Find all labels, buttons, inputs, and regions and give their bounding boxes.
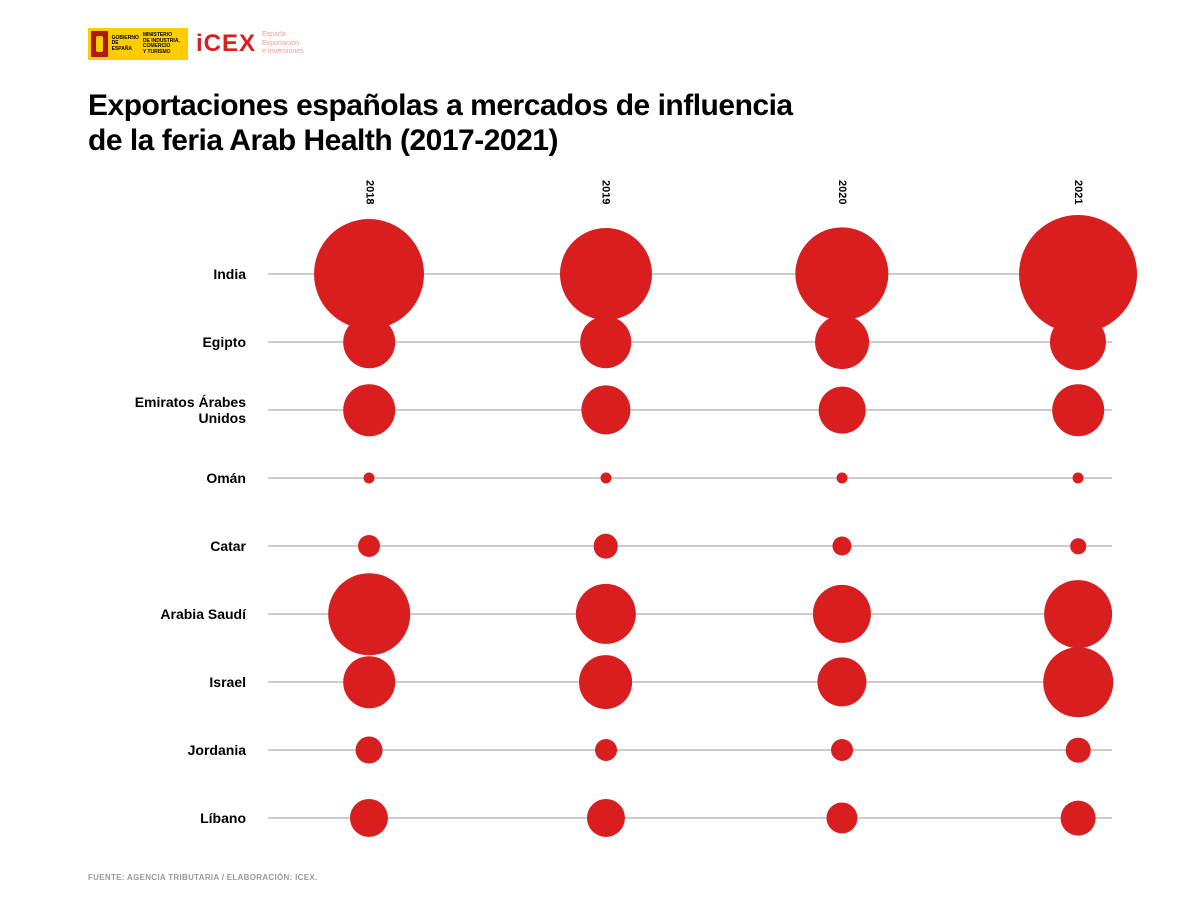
data-bubble: [815, 315, 869, 369]
title-line-2: de la feria Arab Health (2017-2021): [88, 124, 558, 157]
icex-mark: iCEX: [196, 30, 256, 58]
row-gridline: [268, 546, 1112, 547]
country-label: Líbano: [88, 810, 258, 826]
data-bubble: [600, 473, 611, 484]
data-bubble: [795, 227, 888, 320]
data-bubble: [1044, 580, 1112, 648]
country-label: Omán: [88, 470, 258, 486]
data-bubble: [832, 536, 851, 555]
country-row: Emiratos Árabes Unidos: [88, 376, 1112, 444]
data-bubble: [575, 584, 635, 644]
data-bubble: [328, 573, 410, 655]
data-bubble: [593, 534, 618, 559]
data-bubble: [343, 316, 395, 368]
data-bubble: [580, 316, 632, 368]
country-row: Líbano: [88, 784, 1112, 852]
data-bubble: [560, 228, 652, 320]
row-gridline: [268, 478, 1112, 479]
gov-line: Y TURISMO: [143, 49, 171, 55]
data-bubble: [1061, 801, 1096, 836]
country-row: Catar: [88, 512, 1112, 580]
data-bubble: [1043, 647, 1113, 717]
gov-line: DE ESPAÑA: [112, 40, 132, 52]
chart-rows: India Egipto Emiratos Árabes Unidos Omán Cat…: [88, 240, 1112, 852]
data-bubble: [836, 473, 847, 484]
data-bubble: [831, 739, 853, 761]
year-label: 2019: [600, 180, 612, 204]
country-row: India: [88, 240, 1112, 308]
data-bubble: [1052, 384, 1104, 436]
data-bubble: [343, 384, 395, 436]
country-label: India: [88, 266, 258, 282]
icex-sub-line: España: [262, 31, 286, 38]
data-bubble: [1073, 473, 1084, 484]
data-bubble: [350, 799, 388, 837]
country-row: Jordania: [88, 716, 1112, 784]
row-gridline: [268, 750, 1112, 751]
year-label: 2021: [1072, 180, 1084, 204]
year-label: 2020: [836, 180, 848, 204]
gov-line: DE INDUSTRIA, COMERCIO: [143, 38, 180, 50]
country-label: Catar: [88, 538, 258, 554]
country-label: Emiratos Árabes Unidos: [88, 394, 258, 426]
icex-sub-line: Exportación: [262, 40, 299, 47]
bubble-chart: 2018 2019 2020 2021 India Egipto Emiratos Ára…: [88, 180, 1112, 840]
data-bubble: [1070, 538, 1086, 554]
gov-text: GOBIERNO DE ESPAÑA: [112, 36, 139, 53]
country-row: Arabia Saudí: [88, 580, 1112, 648]
data-bubble: [358, 535, 380, 557]
data-bubble: [579, 655, 633, 709]
data-bubble: [817, 657, 866, 706]
source-footnote: FUENTE: AGENCIA TRIBUTARIA / ELABORACIÓN…: [88, 873, 318, 882]
country-row: Egipto: [88, 308, 1112, 376]
data-bubble: [826, 802, 857, 833]
country-label: Israel: [88, 674, 258, 690]
data-bubble: [343, 656, 395, 708]
title-line-1: Exportaciones españolas a mercados de in…: [88, 89, 793, 122]
year-axis: 2018 2019 2020 2021: [88, 180, 1112, 230]
icex-logo: iCEX España Exportación e Inversiones: [196, 30, 304, 58]
data-bubble: [1050, 314, 1106, 370]
ministry-text: MINISTERIO DE INDUSTRIA, COMERCIO Y TURI…: [143, 33, 185, 55]
icex-sub-line: e Inversiones: [262, 48, 304, 55]
spain-emblem-icon: [91, 31, 108, 57]
country-label: Arabia Saudí: [88, 606, 258, 622]
country-row: Omán: [88, 444, 1112, 512]
year-label: 2018: [363, 180, 375, 204]
country-label: Jordania: [88, 742, 258, 758]
data-bubble: [364, 473, 375, 484]
data-bubble: [1066, 738, 1091, 763]
data-bubble: [819, 387, 866, 434]
header-logos: GOBIERNO DE ESPAÑA MINISTERIO DE INDUSTR…: [88, 28, 304, 60]
data-bubble: [587, 799, 625, 837]
data-bubble: [813, 585, 871, 643]
gobierno-espana-badge: GOBIERNO DE ESPAÑA MINISTERIO DE INDUSTR…: [88, 28, 188, 60]
chart-title: Exportaciones españolas a mercados de in…: [88, 88, 793, 159]
data-bubble: [356, 737, 383, 764]
country-label: Egipto: [88, 334, 258, 350]
icex-subtitle: España Exportación e Inversiones: [262, 31, 304, 56]
data-bubble: [595, 739, 617, 761]
data-bubble: [581, 385, 630, 434]
country-row: Israel: [88, 648, 1112, 716]
row-gridline: [268, 818, 1112, 819]
